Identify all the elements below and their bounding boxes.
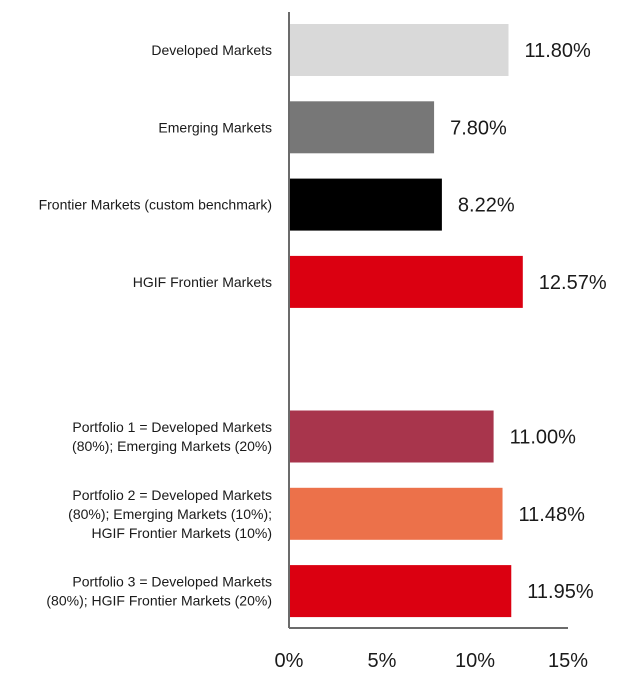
value-label-3: 12.57% [539,272,607,294]
x-tick-label-2: 10% [455,650,495,672]
category-label-7-line-0: Portfolio 3 = Developed Markets [72,574,272,590]
category-label-6-line-0: Portfolio 2 = Developed Markets [72,487,272,503]
bar-5 [289,410,494,463]
category-labels-group: Developed Markets Emerging Markets Frontie… [39,42,272,609]
value-label-1: 7.80% [450,117,507,139]
x-tick-labels-group: 0% 5% 10% 15% [275,650,589,672]
bar-3 [289,255,523,308]
category-label-7-line-1: (80%); HGIF Frontier Markets (20%) [46,593,272,609]
value-labels-group: 11.80% 7.80% 8.22% 12.57% 11.00% 11.48% 11.95% [450,40,607,603]
category-label-1-line-0: Emerging Markets [158,119,272,135]
category-label-6-line-2: HGIF Frontier Markets (10%) [92,525,272,541]
bars-group [289,24,523,618]
value-label-6: 11.48% [519,504,586,526]
category-label-6-line-1: (80%); Emerging Markets (10%); [68,506,272,522]
category-label-5-line-1: (80%); Emerging Markets (20%) [72,438,272,454]
category-label-3-line-0: HGIF Frontier Markets [133,274,272,290]
category-label-5-line-0: Portfolio 1 = Developed Markets [72,419,272,435]
category-label-2-line-0: Frontier Markets (custom benchmark) [39,197,272,213]
bar-7 [289,565,512,618]
x-tick-label-3: 15% [548,650,588,672]
value-label-7: 11.95% [527,581,594,603]
value-label-2: 8.22% [458,195,515,217]
value-label-0: 11.80% [524,40,591,62]
x-tick-label-1: 5% [368,650,397,672]
value-label-5: 11.00% [510,427,577,449]
bar-1 [289,101,435,154]
bar-6 [289,487,503,540]
bar-2 [289,178,442,231]
category-label-0-line-0: Developed Markets [151,42,272,58]
bar-0 [289,24,509,76]
x-tick-label-0: 0% [275,650,304,672]
